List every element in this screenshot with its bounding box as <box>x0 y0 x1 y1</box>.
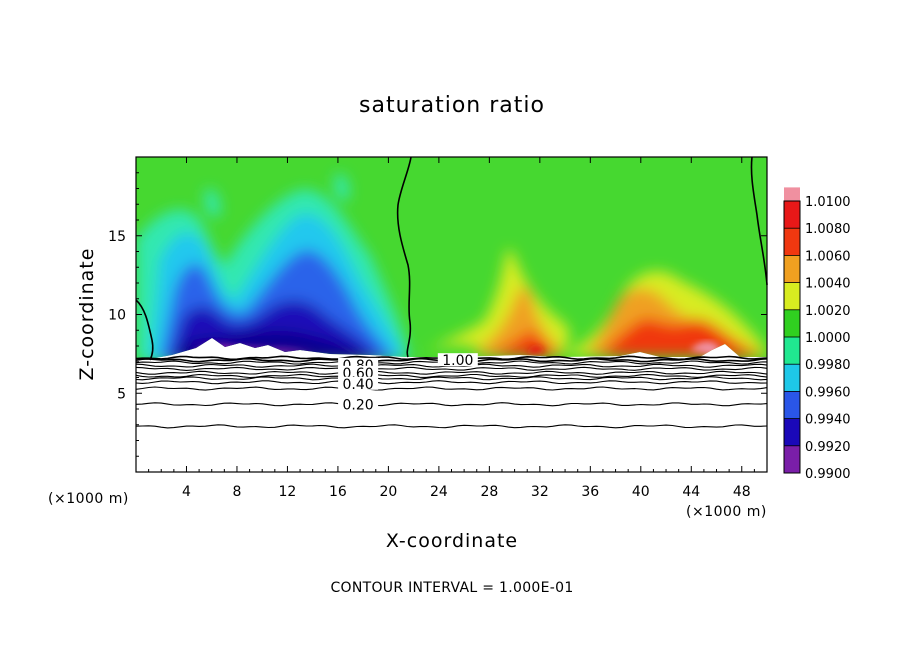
colorbar-label: 1.0060 <box>805 249 851 264</box>
x-tick-label: 12 <box>279 484 297 500</box>
x-tick-label: 4 <box>182 484 191 500</box>
plot-area: 1.000.800.600.400.20 <box>135 156 768 473</box>
colorbar-label: 0.9940 <box>805 413 851 428</box>
contour-line <box>135 376 768 381</box>
contour-1.00-right <box>750 156 768 286</box>
colorbar-swatch <box>784 337 800 365</box>
colorbar-swatch <box>784 255 800 283</box>
colorbar-label: 0.9900 <box>805 467 851 482</box>
colorbar-label: 0.9960 <box>805 385 851 400</box>
colorbar-swatch <box>784 282 800 310</box>
x-tick-label: 36 <box>581 484 599 500</box>
y-tick-label: 15 <box>108 229 126 245</box>
contour-label-bg <box>338 365 379 379</box>
contour-1.00-left <box>135 299 154 361</box>
colorbar-swatch <box>784 445 800 473</box>
y-tick-label: 10 <box>108 308 126 324</box>
contour-label: 1.00 <box>442 353 473 369</box>
colorbar-label: 1.0080 <box>805 222 851 237</box>
x-tick-label: 44 <box>682 484 700 500</box>
contour-line <box>135 424 768 429</box>
contour-line <box>135 402 768 407</box>
colorbar-label: 1.0020 <box>805 304 851 319</box>
contour-line <box>135 386 768 391</box>
colorbar: 0.9900 0.9920 0.9940 0.9960 0.9980 1.0000 1.00… <box>783 187 851 482</box>
saturation-field <box>136 157 767 359</box>
colorbar-label: 0.9920 <box>805 440 851 455</box>
colorbar-swatch <box>784 309 800 337</box>
colorbar-label: 1.0040 <box>805 277 851 292</box>
x-tick-label: 8 <box>232 484 241 500</box>
x-unit-right: (×1000 m) <box>686 504 767 520</box>
chart-title: saturation ratio <box>359 93 545 118</box>
x-unit-left: (×1000 m) <box>48 491 129 507</box>
contour-line <box>135 370 768 375</box>
contour-label-bg <box>338 376 379 390</box>
contour-label: 0.20 <box>343 397 374 413</box>
x-tick-label: 40 <box>632 484 650 500</box>
contour-labels: 1.000.800.600.400.20 <box>338 353 478 413</box>
colorbar-swatch <box>784 187 800 201</box>
contour-line <box>135 366 768 371</box>
contour-1.00-middle <box>396 156 412 358</box>
x-tick-label: 28 <box>480 484 498 500</box>
colorbar-swatch <box>784 228 800 256</box>
x-axis: 4 8 12 16 20 24 28 32 36 40 44 48 <box>148 157 755 500</box>
x-tick-label: 24 <box>430 484 448 500</box>
colorbar-label: 1.0000 <box>805 331 851 346</box>
contour-line <box>135 373 768 379</box>
colorbar-label: 1.0100 <box>805 195 851 210</box>
x-tick-label: 20 <box>379 484 397 500</box>
colorbar-swatch <box>784 391 800 419</box>
y-axis-title: Z-coordinate <box>76 248 98 381</box>
y-tick-label: 5 <box>117 386 126 402</box>
colorbar-label: 0.9980 <box>805 358 851 373</box>
contour-label-bg <box>437 353 478 367</box>
x-tick-label: 48 <box>733 484 751 500</box>
y-axis: 5 10 15 <box>108 172 767 457</box>
contour-label-bg <box>338 397 379 411</box>
x-axis-title: X-coordinate <box>386 530 518 552</box>
x-tick-label: 32 <box>531 484 549 500</box>
contour-interval-note: CONTOUR INTERVAL = 1.000E-01 <box>330 580 573 596</box>
colorbar-swatch <box>784 364 800 392</box>
x-tick-label: 16 <box>329 484 347 500</box>
colorbar-swatch <box>784 418 800 446</box>
colorbar-swatch <box>784 201 800 229</box>
contour-label: 0.40 <box>343 377 374 393</box>
contour-line <box>135 380 768 385</box>
